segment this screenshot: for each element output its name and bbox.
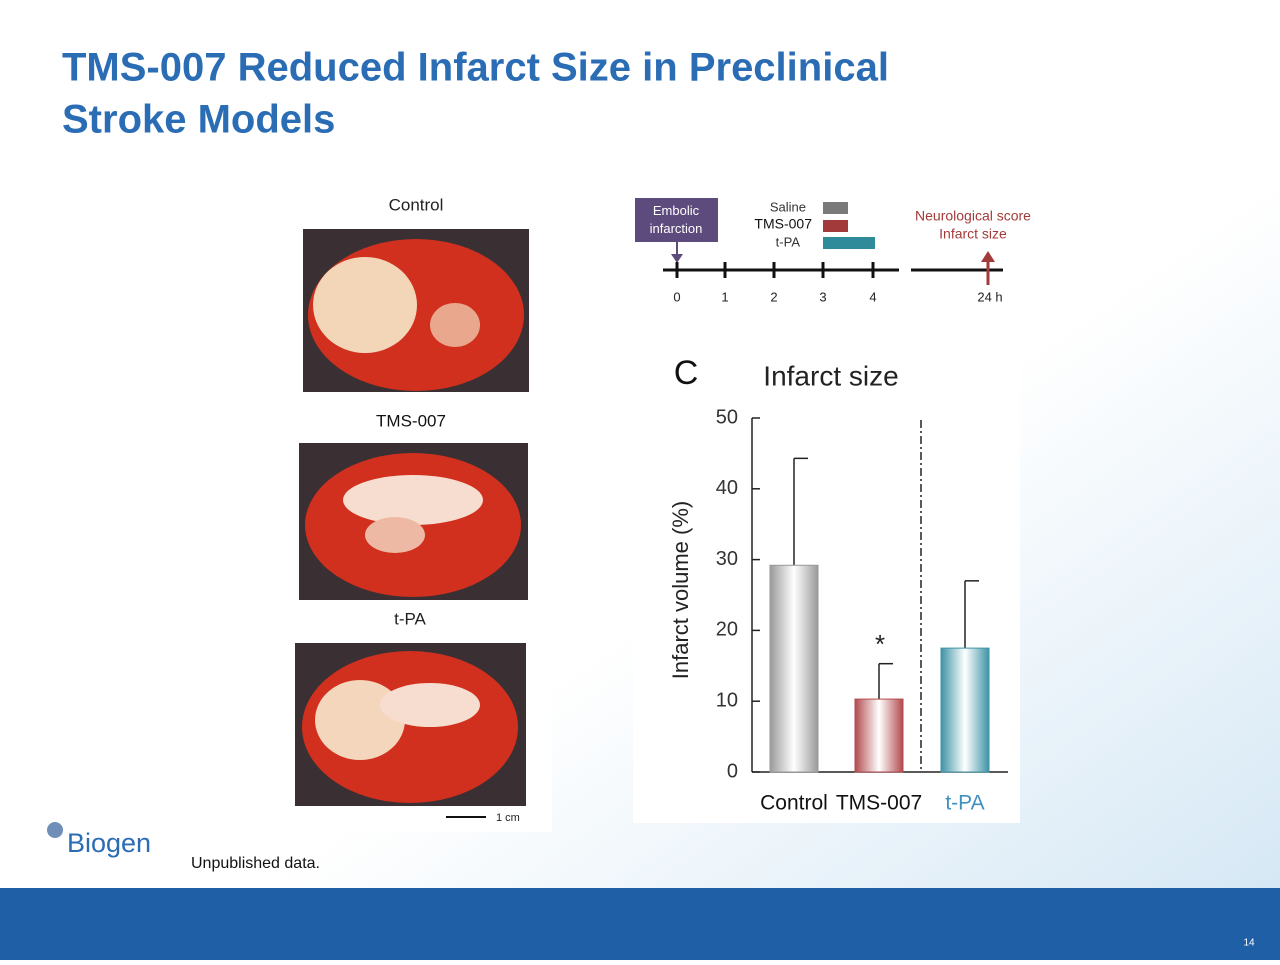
y-tick-label: 40 — [716, 477, 738, 499]
timeline-tick-label: 3 — [819, 289, 826, 304]
page-number: 14 — [1243, 938, 1255, 949]
event-arrow-head — [671, 254, 683, 263]
bar — [940, 647, 990, 773]
y-tick-label: 30 — [716, 548, 738, 570]
outcome-label: Neurological score — [915, 208, 1031, 224]
annotation: * — [875, 629, 885, 659]
logo-mark — [47, 822, 63, 838]
y-axis-label: Infarct volume (%) — [668, 501, 693, 680]
x-tick-label: Control — [760, 792, 828, 815]
timeline-tick-label: 24 h — [977, 289, 1002, 304]
bar — [854, 698, 904, 773]
outcome-arrow-head — [981, 251, 995, 262]
event-label: Embolic infarction — [650, 203, 703, 236]
y-tick-label: 20 — [716, 619, 738, 641]
panel-label: C — [674, 354, 699, 392]
treatment-bar — [823, 220, 848, 232]
brain-image — [299, 443, 528, 600]
brain-label: Control — [389, 195, 444, 214]
treatment-label: t-PA — [776, 234, 801, 249]
y-tick-label: 50 — [716, 406, 738, 428]
footnote: Unpublished data. — [191, 855, 320, 872]
slide-title: TMS-007 Reduced Infarct Size in Preclini… — [62, 46, 889, 90]
y-tick-label: 0 — [727, 760, 738, 782]
y-tick-label: 10 — [716, 689, 738, 711]
chart-title: Infarct size — [763, 360, 898, 391]
timeline-tick-label: 1 — [721, 289, 728, 304]
outcome-label: Infarct size — [939, 226, 1007, 242]
slide-title: Stroke Models — [62, 98, 335, 142]
timeline-tick-label: 0 — [673, 289, 680, 304]
treatment-bar — [823, 237, 875, 249]
timeline-tick-label: 4 — [869, 289, 876, 304]
axis-break — [899, 262, 911, 278]
treatment-bar — [823, 202, 848, 214]
timeline-tick-label: 2 — [770, 289, 777, 304]
x-tick-label: t-PA — [945, 792, 984, 815]
treatment-label: TMS-007 — [754, 216, 812, 232]
scale-label: 1 cm — [496, 812, 520, 824]
x-tick-label: TMS-007 — [836, 792, 922, 815]
brain-image — [303, 229, 529, 392]
logo: Biogen — [67, 828, 151, 858]
brain-image — [295, 643, 526, 806]
brain-label: TMS-007 — [376, 411, 446, 430]
event-box — [635, 198, 718, 242]
bar — [769, 564, 819, 773]
treatment-label: Saline — [770, 199, 806, 214]
footer-band — [0, 888, 1280, 960]
brain-label: t-PA — [394, 609, 426, 628]
